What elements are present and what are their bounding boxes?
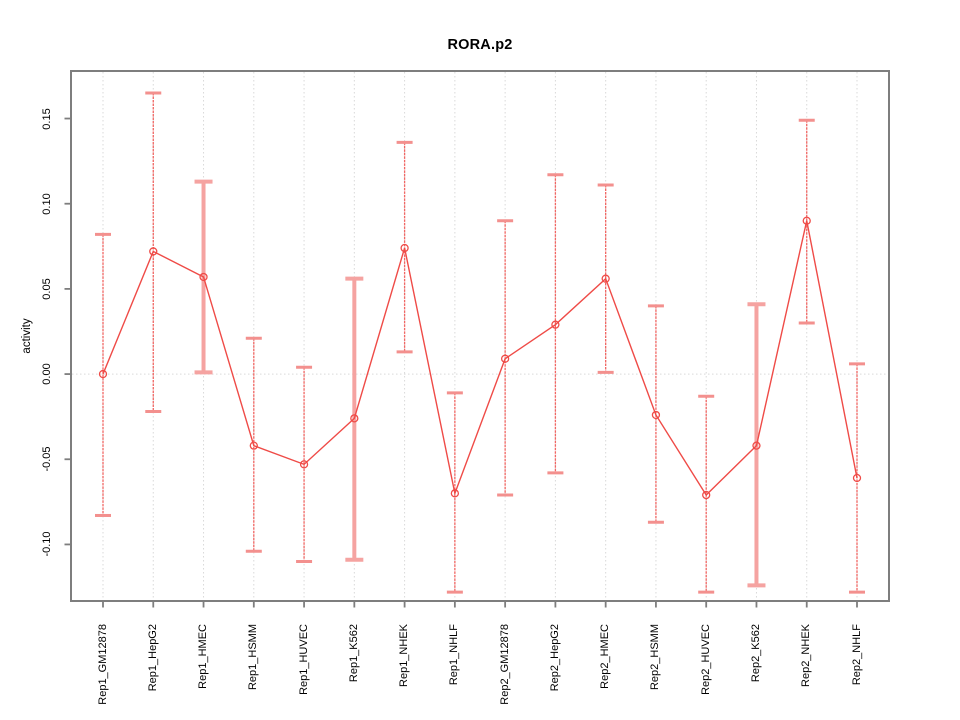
x-tick-label: Rep2_HMEC xyxy=(599,624,612,689)
x-tick-label: Rep2_K562 xyxy=(749,624,762,683)
chart-title: RORA.p2 xyxy=(447,37,513,53)
x-tick-label: Rep1_K562 xyxy=(347,624,360,683)
x-tick-label: Rep1_HUVEC xyxy=(297,624,310,695)
data-point-marker xyxy=(601,274,610,283)
data-point-marker xyxy=(651,410,661,420)
y-tick-label: 0.05 xyxy=(41,278,53,300)
data-point-marker xyxy=(702,490,711,500)
x-tick-label: Rep2_HSMM xyxy=(649,624,662,691)
data-point-marker xyxy=(551,320,560,329)
data-point-marker xyxy=(350,414,359,423)
x-tick-label: Rep1_NHLF xyxy=(448,624,461,686)
y-tick-label: -0.10 xyxy=(41,531,53,557)
plot-frame xyxy=(70,70,890,602)
data-point-marker xyxy=(852,473,862,483)
x-tick-label: Rep1_HMEC xyxy=(197,624,210,689)
series-line xyxy=(102,220,858,497)
data-point-marker xyxy=(98,369,108,379)
data-point-marker xyxy=(249,441,258,450)
x-tick-label: Rep1_NHEK xyxy=(398,624,411,687)
data-point-marker xyxy=(199,272,208,282)
data-point-marker xyxy=(802,216,811,225)
x-tick-label: Rep1_GM12878 xyxy=(96,624,109,705)
data-point-marker xyxy=(299,460,309,469)
y-tick-label: 0.15 xyxy=(41,107,53,130)
y-tick-label: 0.10 xyxy=(41,193,53,215)
y-tick-label: -0.05 xyxy=(41,446,53,472)
x-tick-label: Rep2_HUVEC xyxy=(699,624,712,695)
data-point-marker xyxy=(400,243,409,253)
x-tick-label: Rep1_HepG2 xyxy=(146,624,159,692)
x-tick-label: Rep2_NHEK xyxy=(800,624,813,687)
y-tick-label: 0.00 xyxy=(41,363,53,385)
x-tick-label: Rep2_GM12878 xyxy=(498,624,511,705)
plot-area xyxy=(64,70,890,608)
data-point-marker xyxy=(149,247,158,256)
y-axis-title: activity xyxy=(21,318,33,354)
x-tick-label: Rep2_NHLF xyxy=(850,624,863,686)
data-point-marker xyxy=(752,441,761,450)
x-tick-label: Rep2_HepG2 xyxy=(548,624,561,692)
data-point-marker xyxy=(500,354,510,363)
x-tick-label: Rep1_HSMM xyxy=(247,624,260,691)
data-point-marker xyxy=(450,489,460,498)
